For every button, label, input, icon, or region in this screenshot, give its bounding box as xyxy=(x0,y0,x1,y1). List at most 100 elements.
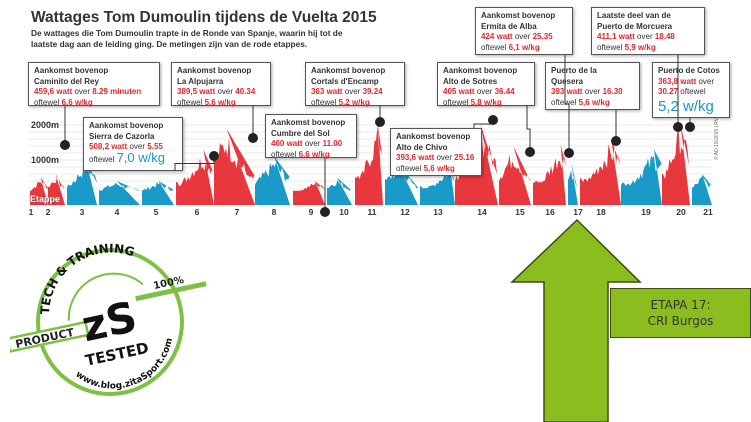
stage-label-16: 16 xyxy=(545,207,555,217)
stage-profile-16 xyxy=(533,144,566,205)
annotation-time: 25.16 xyxy=(454,153,475,162)
annotation-oftewel: oftewel xyxy=(271,149,297,159)
annotation-box: Aankomst bovenop Ermita de Alba 424 watt o… xyxy=(475,7,573,55)
y-label-2000: 2000m xyxy=(31,120,60,130)
annotation-climb: Quesera xyxy=(551,76,584,86)
callout-line1: ETAPA 17: xyxy=(650,298,711,312)
annotation-box: Aankomst bovenop La Alpujarra 389,5 watt o… xyxy=(171,62,271,107)
annotation-over: over xyxy=(514,32,531,41)
annotation-oftewel: oftewel xyxy=(34,97,60,107)
annotation-over: over xyxy=(129,142,146,151)
annotation-climb: Sierra de Cazorla xyxy=(89,131,155,141)
stage-label-2: 2 xyxy=(45,207,51,217)
annotation-over: over xyxy=(698,76,715,86)
stage-profile-1 xyxy=(30,177,48,205)
stage-profile-20 xyxy=(662,121,690,205)
up-arrow-icon xyxy=(510,218,642,422)
stage-label-18: 18 xyxy=(596,207,606,217)
zitasport-logo: PRODUCT 100% zS TESTED TECH & TRAINING w… xyxy=(10,235,207,400)
annotation-over: over xyxy=(344,87,361,96)
annotation-heading: Aankomst bovenop xyxy=(177,66,252,75)
annotation-wkg: 5,9 w/kg xyxy=(624,42,656,52)
annotation-heading: Aankomst bovenop xyxy=(311,66,386,75)
annotation-watt: 460 watt xyxy=(271,139,303,148)
annotation-climb: Cortals d'Encamp xyxy=(311,76,379,86)
annotation-wkg: 5,6 w/kg xyxy=(204,97,236,107)
annotation-wkg: 5,2 w/kg xyxy=(338,97,370,107)
annotation-watt: 393 watt xyxy=(551,87,583,96)
annotation-wkg: 5,6 w/kg xyxy=(423,163,455,173)
stage-label-1: 1 xyxy=(28,207,34,217)
annotation-oftewel: oftewel xyxy=(680,87,706,96)
page-subtitle: De wattages die Tom Dumoulin trapte in d… xyxy=(31,28,343,49)
annotation-watt: 363,8 watt xyxy=(658,76,697,86)
annotation-wkg: 6,6 w/kg xyxy=(61,97,93,107)
annotation-time: 11.00 xyxy=(322,139,343,148)
annotation-climb: La Alpujarra xyxy=(177,76,224,86)
annotation-time: 5.55 xyxy=(147,142,163,151)
elevation-profile-chart xyxy=(28,121,712,205)
annotation-time: 39.24 xyxy=(362,87,383,96)
stage-label-5: 5 xyxy=(153,207,159,217)
annotation-watt: 424 watt xyxy=(481,32,513,41)
page-title: Wattages Tom Dumoulin tijdens de Vuelta … xyxy=(31,9,377,26)
stage-label-21: 21 xyxy=(703,207,713,217)
annotation-oftewel: oftewel xyxy=(551,97,577,107)
annotation-heading: Aankomst bovenop xyxy=(34,66,109,75)
annotation-over: over xyxy=(476,87,493,96)
annotation-wkg: 6,6 w/kg xyxy=(298,149,330,159)
stage-label-6: 6 xyxy=(194,207,200,217)
annotation-oftewel: oftewel xyxy=(89,154,115,164)
stage-profile-5 xyxy=(142,181,174,205)
annotation-watt: 411,1 watt xyxy=(597,32,635,41)
stage-profile-8 xyxy=(255,156,290,205)
annotation-wkg: 5,2 w/kg xyxy=(658,97,714,115)
stage-label-3: 3 xyxy=(79,207,85,217)
annotation-wkg: 7,0 w/kg xyxy=(116,149,166,165)
annotation-over: over xyxy=(584,87,601,96)
stage-label-17: 17 xyxy=(573,207,583,217)
annotation-time: 40.34 xyxy=(235,87,256,96)
stage-profile-2 xyxy=(48,174,65,205)
annotation-watt: 393,6 watt xyxy=(396,153,435,162)
stage-label-7: 7 xyxy=(234,207,240,217)
callout-line2: CRI Burgos xyxy=(647,314,714,328)
stage-profile-10 xyxy=(327,177,352,205)
annotation-watt: 389,5 watt xyxy=(177,87,216,96)
etappe-label: Etappe xyxy=(30,194,61,204)
annotation-box: Aankomst bovenop Alto de Sotres 405 watt o… xyxy=(437,62,535,107)
annotation-watt: 405 watt xyxy=(443,87,475,96)
stage-profile-15 xyxy=(499,146,531,205)
stage-label-10: 10 xyxy=(339,207,349,217)
annotation-heading: Puerto de la xyxy=(551,66,597,75)
stage-profile-9 xyxy=(293,181,325,205)
stage-profile-3 xyxy=(67,160,97,205)
stage-17-callout: ETAPA 17: CRI Burgos xyxy=(610,288,751,338)
annotation-box: Aankomst bovenop Sierra de Cazorla 508,2 w… xyxy=(83,117,183,171)
stage-label-13: 13 xyxy=(433,207,443,217)
annotation-wkg: 6,1 w/kg xyxy=(508,42,540,52)
annotation-box: Aankomst bovenop Alto de Chivo 393,6 watt … xyxy=(390,128,482,176)
annotation-climb: Caminito del Rey xyxy=(34,76,99,86)
annotation-climb: Alto de Sotres xyxy=(443,76,498,86)
stage-profile-18 xyxy=(580,139,621,205)
stage-label-14: 14 xyxy=(477,207,487,217)
y-label-1000: 1000m xyxy=(31,155,60,165)
stage-label-20: 20 xyxy=(676,207,686,217)
annotation-time: 36.44 xyxy=(494,87,515,96)
annotation-over: over xyxy=(637,32,653,41)
annotation-wkg: 5,8 w/kg xyxy=(470,97,502,107)
stage-label-15: 15 xyxy=(515,207,525,217)
annotation-heading: Aankomst bovenop xyxy=(271,118,346,127)
annotation-box: Aankomst bovenop Caminito del Rey 459,6 wa… xyxy=(28,62,160,107)
stage-label-8: 8 xyxy=(271,207,277,217)
annotation-box: Aankomst bovenop Cumbre del Sol 460 watt o… xyxy=(265,114,357,159)
annotation-climb: Alto de Chivo xyxy=(396,142,448,152)
stage-label-19: 19 xyxy=(641,207,651,217)
annotation-time: 16.30 xyxy=(602,87,623,96)
stage-label-12: 12 xyxy=(400,207,410,217)
annotation-watt: 459,6 watt xyxy=(34,87,73,96)
annotation-time: 30.27 xyxy=(658,87,679,96)
stage-label-4: 4 xyxy=(114,207,120,217)
annotation-heading: Aankomst bovenop xyxy=(396,132,471,141)
